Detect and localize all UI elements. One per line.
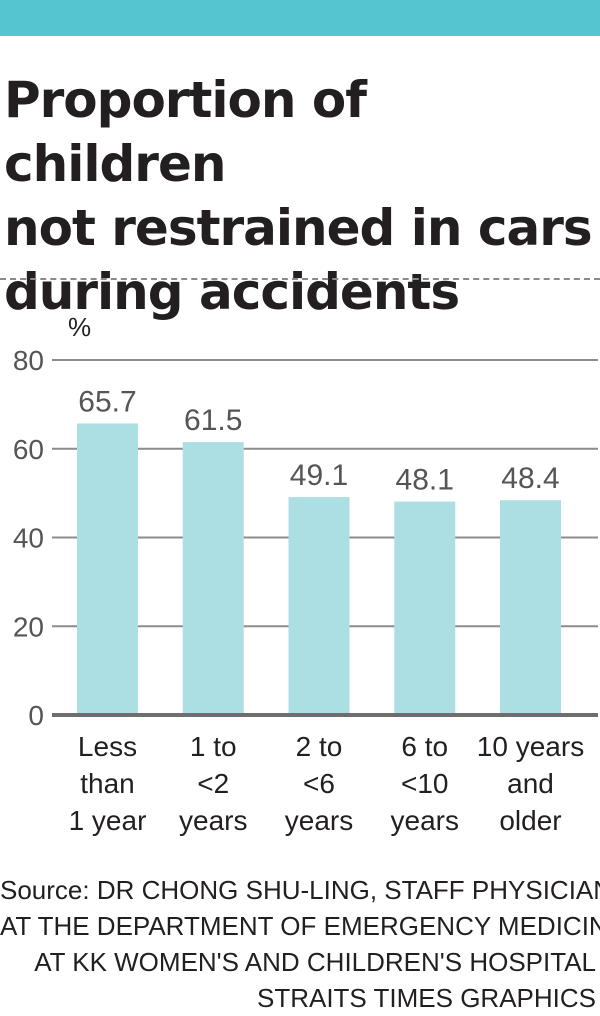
x-tick-label: 2 to <6 years <box>285 731 353 836</box>
x-tick-label: 1 to <2 years <box>179 731 247 836</box>
bar-value-label: 61.5 <box>184 404 242 437</box>
source-note: Source: DR CHONG SHU-LING, STAFF PHYSICI… <box>0 872 600 1016</box>
source-line: AT THE DEPARTMENT OF EMERGENCY MEDICINE <box>0 911 600 941</box>
chart-title: Proportion of children not restrained in… <box>4 68 594 324</box>
source-line: STRAITS TIMES GRAPHICS <box>256 983 596 1013</box>
x-tick-label: 6 to <10 years <box>391 731 459 836</box>
title-line: not restrained in cars <box>4 199 593 257</box>
x-tick-label: 10 years and older <box>477 731 584 836</box>
labels: % 0 20 40 60 80 65.7 Less than 1 year 61.5 1 to <2 ye… <box>13 312 584 836</box>
y-tick-label: 60 <box>13 434 44 465</box>
bar-value-label: 48.4 <box>501 462 559 495</box>
source-line: AT KK WOMEN'S AND CHILDREN'S HOSPITAL <box>34 947 596 977</box>
source-line: Source: DR CHONG SHU-LING, STAFF PHYSICI… <box>0 875 600 905</box>
bar <box>500 500 561 715</box>
bars <box>77 423 561 715</box>
bar-value-label: 48.1 <box>396 464 454 497</box>
bar-value-label: 49.1 <box>290 459 348 492</box>
bar-chart: % 0 20 40 60 80 65.7 Less than 1 year 61.5 1 to <2 ye… <box>13 312 598 836</box>
y-tick-label: 0 <box>28 700 44 731</box>
bar-value-label: 65.7 <box>78 385 136 418</box>
bar <box>288 497 350 715</box>
top-accent-bar <box>0 0 600 36</box>
y-tick-label: 20 <box>13 611 44 642</box>
bar <box>394 501 456 715</box>
dashed-divider <box>0 278 600 280</box>
y-tick-label: 80 <box>13 345 44 376</box>
x-tick-label: Less than 1 year <box>69 731 147 836</box>
bar <box>182 442 244 715</box>
title-line: Proportion of children <box>4 71 367 193</box>
bar <box>77 423 138 715</box>
y-tick-label: 40 <box>13 523 44 554</box>
title-line: during accidents <box>4 263 460 321</box>
y-axis-unit-label: % <box>68 312 91 342</box>
